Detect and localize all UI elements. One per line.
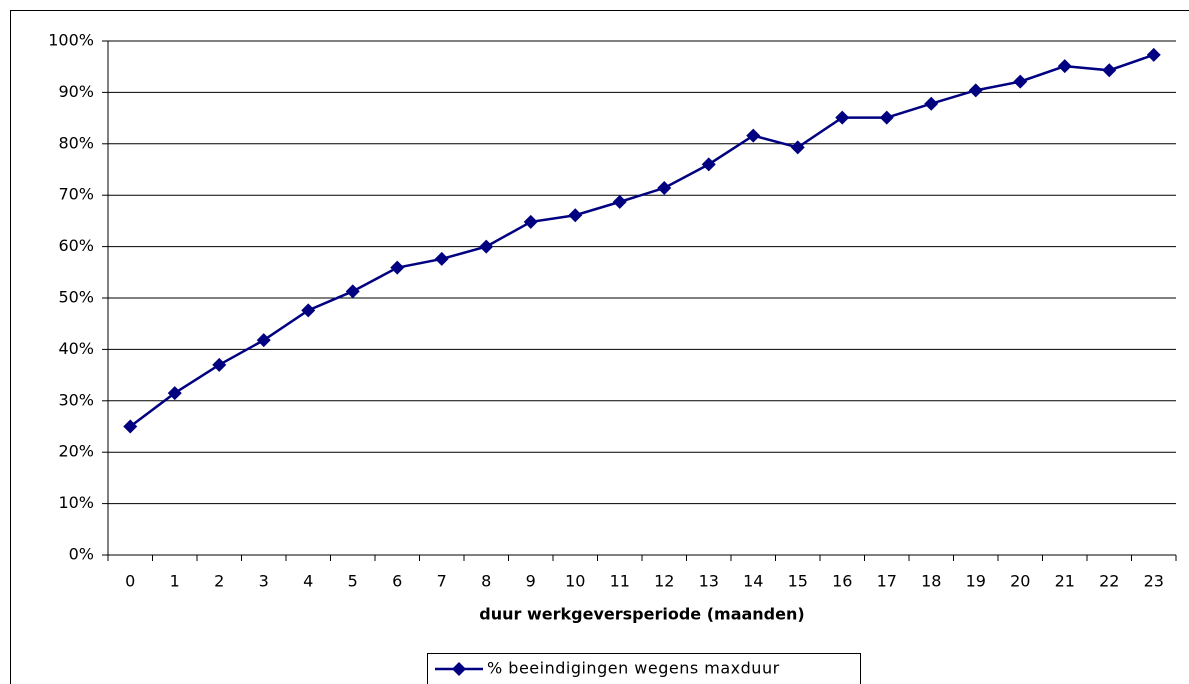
x-tick-label: 10 (565, 572, 585, 591)
y-tick-label: 70% (58, 185, 94, 204)
y-tick-label: 50% (58, 288, 94, 307)
x-tick-label: 16 (832, 572, 852, 591)
x-tick-label: 21 (1055, 572, 1075, 591)
y-tick-label: 30% (58, 390, 94, 409)
legend-label: % beeindigingen wegens maxduur (487, 659, 780, 678)
marker (301, 303, 316, 318)
marker (123, 419, 138, 434)
marker (479, 239, 494, 254)
y-tick-label: 0% (69, 545, 94, 564)
x-tick-label: 23 (1144, 572, 1164, 591)
x-tick-label: 11 (610, 572, 630, 591)
y-tick-label: 10% (58, 493, 94, 512)
x-tick-label: 0 (125, 572, 135, 591)
y-tick-label: 40% (58, 339, 94, 358)
marker (835, 110, 850, 125)
y-tick-label: 100% (48, 31, 94, 50)
x-tick-label: 17 (877, 572, 897, 591)
x-tick-label: 20 (1010, 572, 1030, 591)
marker (701, 157, 716, 172)
x-tick-label: 4 (303, 572, 313, 591)
x-tick-label: 1 (170, 572, 180, 591)
marker (657, 181, 672, 196)
marker (212, 357, 227, 372)
x-tick-label: 19 (966, 572, 986, 591)
marker (1057, 59, 1072, 74)
marker (345, 284, 360, 299)
marker (1013, 74, 1028, 89)
marker (746, 128, 761, 143)
x-tick-label: 6 (392, 572, 402, 591)
marker (167, 386, 182, 401)
x-tick-label: 3 (259, 572, 269, 591)
y-tick-label: 90% (58, 82, 94, 101)
marker (924, 96, 939, 111)
y-tick-label: 20% (58, 442, 94, 461)
marker (790, 140, 805, 155)
y-tick-label: 60% (58, 236, 94, 255)
x-tick-label: 8 (481, 572, 491, 591)
y-tick-label: 80% (58, 133, 94, 152)
x-tick-label: 9 (526, 572, 536, 591)
marker (1146, 47, 1161, 62)
marker (568, 208, 583, 223)
x-tick-label: 5 (348, 572, 358, 591)
legend-box (427, 653, 861, 684)
x-tick-label: 2 (214, 572, 224, 591)
marker (879, 110, 894, 125)
chart-border (10, 10, 1189, 684)
x-tick-label: 7 (437, 572, 447, 591)
marker (256, 333, 271, 348)
legend-marker (452, 662, 466, 676)
marker (523, 214, 538, 229)
marker (612, 194, 627, 209)
x-tick-label: 15 (788, 572, 808, 591)
x-tick-label: 22 (1099, 572, 1119, 591)
x-tick-label: 12 (654, 572, 674, 591)
marker (968, 83, 983, 98)
x-tick-label: 13 (699, 572, 719, 591)
marker (390, 260, 405, 275)
x-tick-label: 18 (921, 572, 941, 591)
marker (1102, 63, 1117, 78)
line (129, 53, 1155, 428)
x-axis-title: duur werkgeversperiode (maanden) (479, 605, 804, 624)
marker (434, 251, 449, 266)
x-tick-label: 14 (743, 572, 763, 591)
